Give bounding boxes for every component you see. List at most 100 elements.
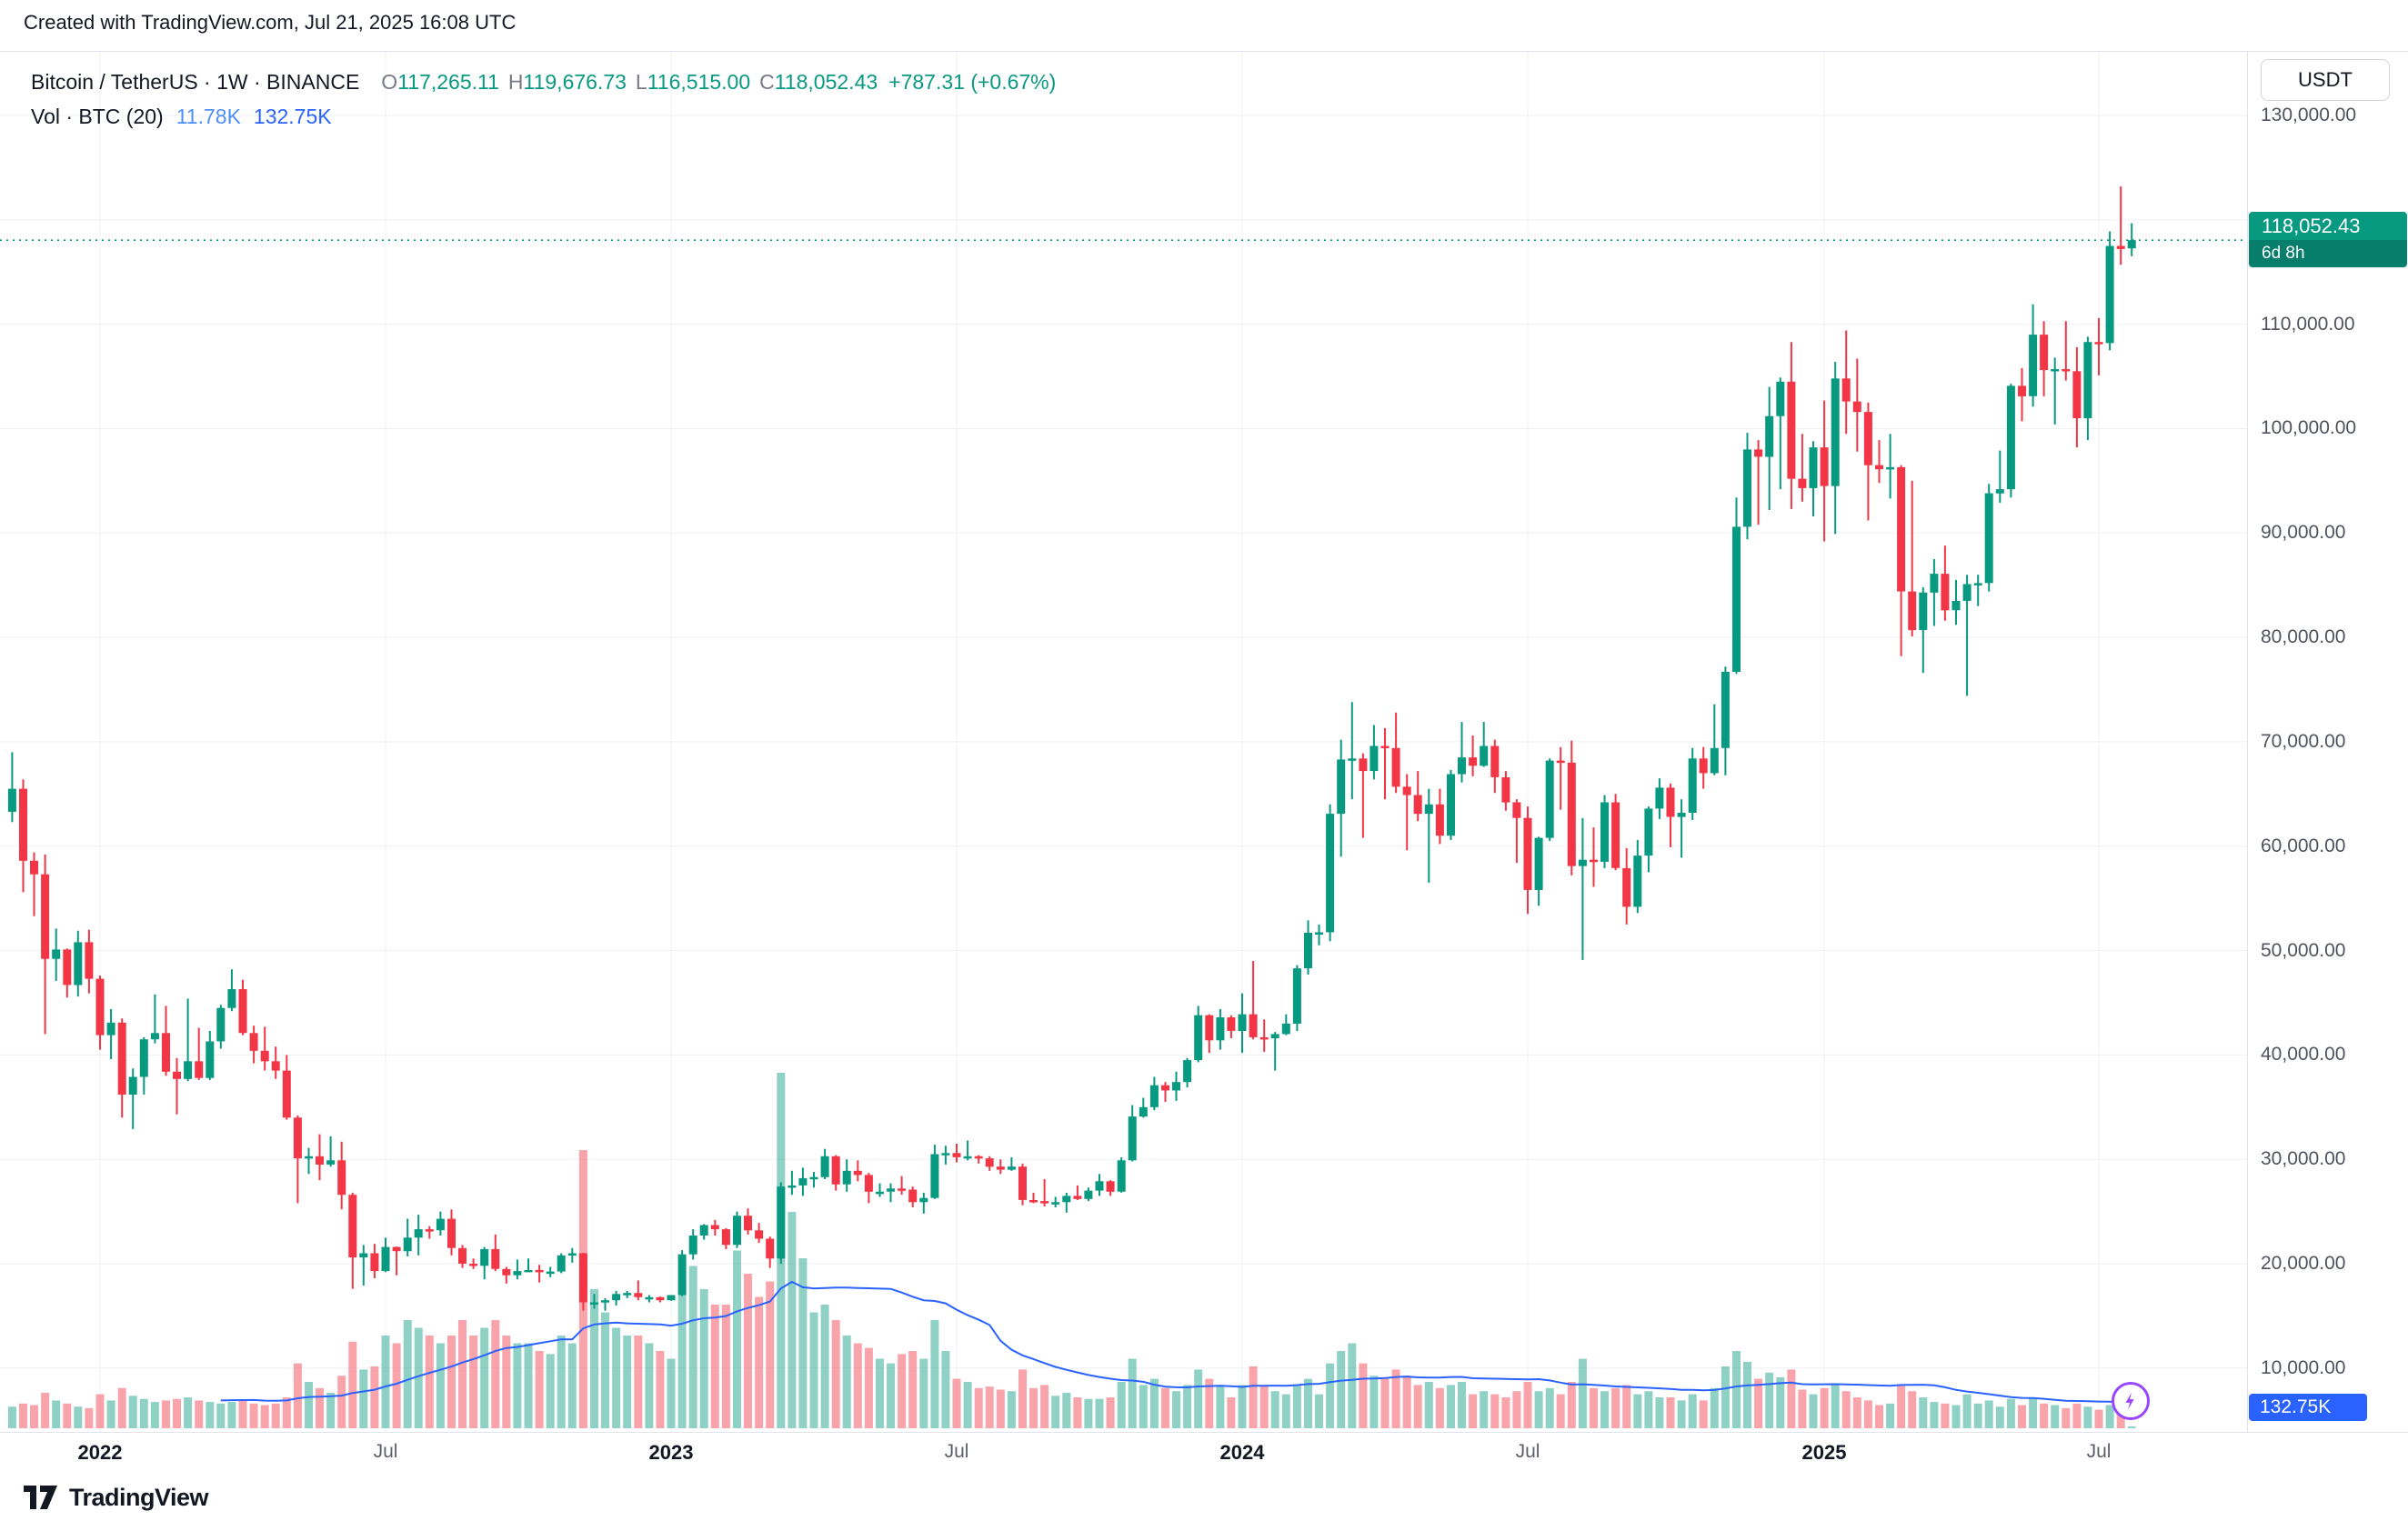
- volume-bar: [1590, 1387, 1598, 1428]
- volume-bar: [469, 1336, 478, 1428]
- volume-bar: [1117, 1382, 1126, 1428]
- volume-ma-badge: 132.75K: [2249, 1394, 2367, 1421]
- price-scale-label: 60,000.00: [2261, 836, 2346, 856]
- lightning-icon[interactable]: [2112, 1382, 2150, 1420]
- volume-bar: [1227, 1397, 1236, 1428]
- volume-bar: [403, 1320, 412, 1428]
- volume-bar: [677, 1281, 687, 1428]
- candle-body: [557, 1255, 566, 1272]
- volume-bar: [721, 1305, 730, 1428]
- volume-bar: [41, 1392, 50, 1428]
- price-scale-label: 90,000.00: [2261, 522, 2346, 543]
- candle-body: [1007, 1166, 1016, 1170]
- volume-bar: [1084, 1398, 1093, 1428]
- candle-body: [425, 1229, 434, 1232]
- candle-body: [2072, 371, 2082, 418]
- candle-body: [1941, 574, 1950, 611]
- candle-body: [1348, 758, 1357, 761]
- volume-bar: [1852, 1397, 1861, 1428]
- volume-bar: [1919, 1397, 1928, 1428]
- candlestick-chart[interactable]: [0, 52, 2247, 1433]
- currency-toggle-button[interactable]: USDT: [2261, 59, 2390, 101]
- time-scale-label: Jul: [373, 1441, 398, 1462]
- candle-body: [85, 942, 94, 979]
- candle-body: [436, 1218, 445, 1231]
- volume-bar: [480, 1327, 489, 1428]
- volume-bar: [1600, 1391, 1609, 1428]
- volume-bar: [1962, 1394, 1972, 1428]
- volume-bar: [502, 1336, 511, 1428]
- volume-bar: [1062, 1392, 1071, 1428]
- volume-bar: [1424, 1382, 1433, 1428]
- candle-body: [1315, 932, 1323, 935]
- candle-body: [1238, 1014, 1247, 1031]
- candle-body: [1216, 1017, 1225, 1041]
- volume-bar: [1413, 1385, 1422, 1428]
- candle-body: [195, 1061, 204, 1078]
- volume-bar: [1688, 1394, 1697, 1428]
- volume-bar: [195, 1400, 204, 1428]
- candle-body: [1227, 1017, 1236, 1031]
- volume-bar: [2072, 1403, 2082, 1428]
- chart-legend: Bitcoin / TetherUS · 1W · BINANCE O117,26…: [31, 65, 1056, 134]
- candle-body: [1677, 813, 1686, 817]
- volume-bar: [1370, 1376, 1379, 1428]
- candle-body: [1161, 1085, 1169, 1091]
- volume-bar: [491, 1320, 500, 1428]
- candle-body: [688, 1236, 697, 1255]
- volume-bar: [699, 1289, 708, 1428]
- candle-body: [908, 1189, 918, 1203]
- candle-body: [766, 1238, 775, 1259]
- candle-body: [1106, 1181, 1115, 1192]
- lightning-bolt-glyph: [2125, 1392, 2134, 1410]
- volume-bar: [95, 1394, 105, 1428]
- volume-bar: [238, 1400, 247, 1428]
- symbol-title[interactable]: Bitcoin / TetherUS · 1W · BINANCE: [31, 70, 360, 94]
- candle-body: [1501, 777, 1510, 803]
- volume-bar: [293, 1363, 302, 1428]
- candle-body: [1447, 774, 1455, 836]
- candle-body: [184, 1061, 193, 1079]
- volume-bar: [1809, 1394, 1818, 1428]
- price-scale-label: 100,000.00: [2261, 417, 2357, 438]
- volume-bar: [1798, 1389, 1807, 1428]
- candle-body: [1820, 447, 1829, 486]
- candle-body: [491, 1248, 500, 1269]
- tradingview-logo[interactable]: TradingView: [24, 1484, 209, 1512]
- candle-body: [206, 1041, 215, 1078]
- volume-bar: [117, 1387, 126, 1428]
- candle-body: [1611, 802, 1620, 868]
- price-scale[interactable]: USDT 118,052.43 6d 8h 132.75K 130,000.00…: [2247, 51, 2408, 1432]
- candle-body: [458, 1247, 467, 1264]
- volume-bar: [1106, 1397, 1115, 1428]
- volume-bar: [1095, 1398, 1104, 1428]
- volume-bar: [590, 1289, 598, 1428]
- candle-body: [842, 1170, 851, 1185]
- volume-indicator-title[interactable]: Vol · BTC (20): [31, 105, 164, 128]
- candle-body: [1798, 478, 1807, 488]
- volume-bar: [1908, 1391, 1917, 1428]
- time-scale[interactable]: 2022 Jul 2023 Jul 2024 Jul 2025 Jul: [0, 1432, 2408, 1474]
- candle-body: [238, 989, 247, 1034]
- candle-body: [1666, 787, 1675, 817]
- volume-bar: [1512, 1391, 1521, 1428]
- candle-body: [601, 1300, 609, 1303]
- volume-bar: [809, 1312, 818, 1428]
- volume-bar: [1458, 1382, 1466, 1428]
- volume-bar: [162, 1400, 170, 1428]
- candle-body: [1973, 583, 1982, 585]
- time-scale-label: 2023: [648, 1441, 694, 1464]
- volume-bar: [1995, 1406, 2004, 1428]
- volume-bar: [853, 1343, 862, 1428]
- volume-bar: [305, 1382, 313, 1428]
- volume-bar: [392, 1343, 401, 1428]
- candle-body: [381, 1246, 390, 1271]
- candle-body: [546, 1271, 555, 1275]
- volume-bar: [1567, 1382, 1576, 1428]
- candle-body: [710, 1225, 719, 1230]
- candle-body: [1326, 814, 1335, 933]
- candle-body: [403, 1237, 412, 1252]
- volume-bar: [864, 1347, 873, 1428]
- volume-bar: [887, 1363, 895, 1428]
